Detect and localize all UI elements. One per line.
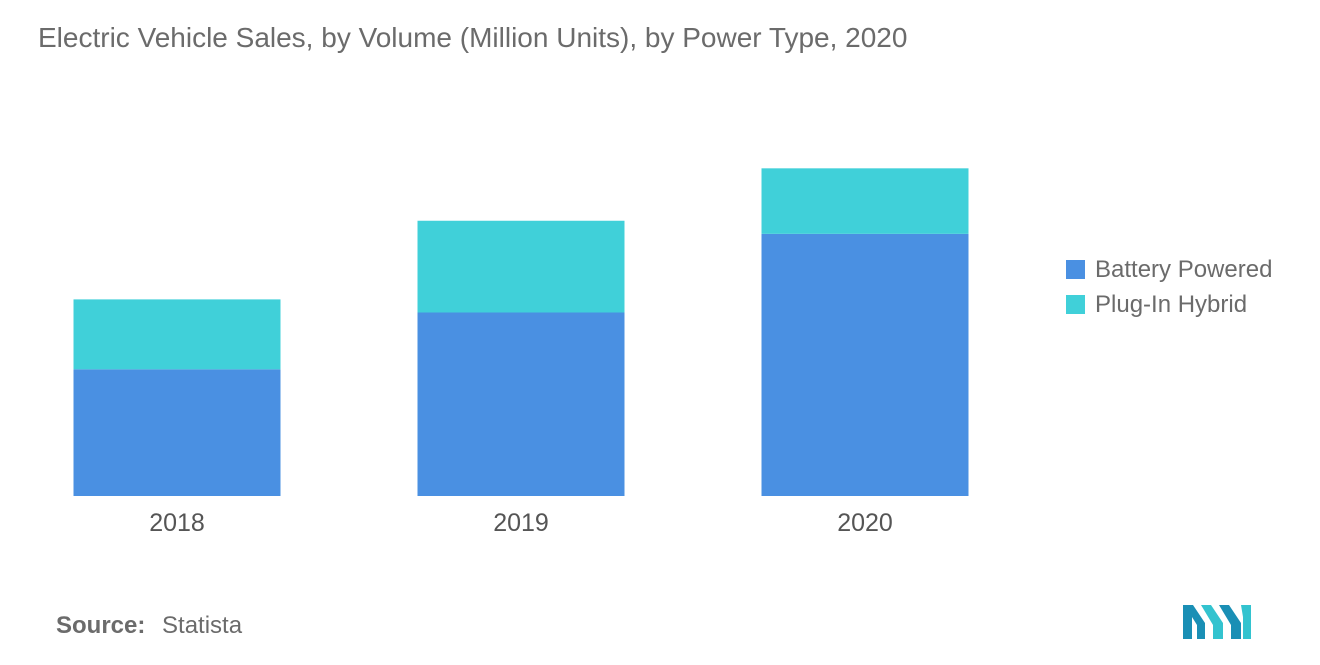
legend-label-battery-powered: Battery Powered [1095,255,1273,283]
mordor-intelligence-logo-icon [1183,605,1251,639]
source-value: Statista [162,612,243,639]
legend-label-plug-in-hybrid: Plug-In Hybrid [1095,290,1248,318]
x-tick-label-2019: 2019 [493,509,549,537]
source-label: Source: [56,612,146,639]
chart-title: Electric Vehicle Sales, by Volume (Milli… [38,22,908,53]
legend-swatch-plug-in-hybrid [1066,295,1085,314]
bar-2020-plug-in-hybrid [761,168,969,234]
bar-2019-battery-powered [417,312,625,496]
bar-2018-plug-in-hybrid [73,299,281,370]
bar-2020-battery-powered [761,233,969,496]
bar-2019-plug-in-hybrid [417,220,625,313]
legend-item-plug-in-hybrid: Plug-In Hybrid [1066,287,1272,322]
legend-item-battery-powered: Battery Powered [1066,252,1272,287]
bar-2018-battery-powered [73,369,281,496]
legend-swatch-battery-powered [1066,260,1085,279]
source-note: Source: Statista [56,612,242,640]
x-tick-label-2020: 2020 [837,509,893,537]
chart-legend: Battery Powered Plug-In Hybrid [1066,252,1272,322]
x-tick-label-2018: 2018 [149,509,205,537]
